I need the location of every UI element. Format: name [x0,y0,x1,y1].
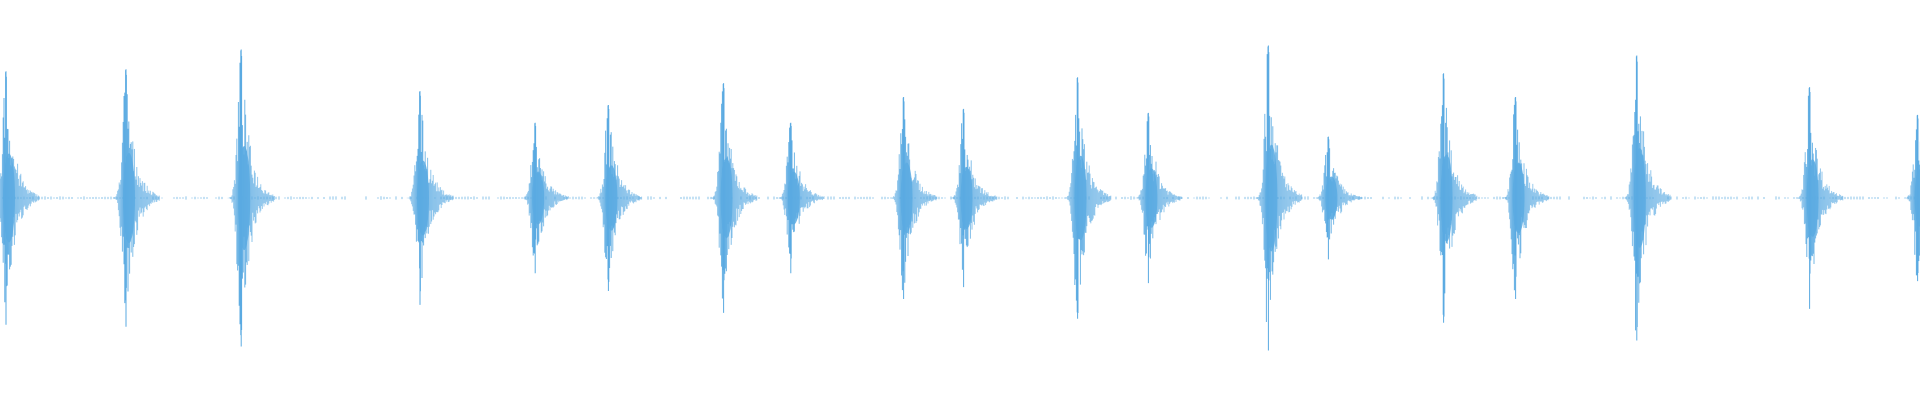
burst-core [123,152,135,244]
burst-core [1074,155,1087,241]
burst [949,108,998,288]
burst-core [900,162,913,234]
burst [1903,114,1920,282]
burst [776,122,825,274]
burst-core [3,153,15,243]
burst-core [720,157,733,239]
burst [111,69,160,327]
burst [1429,73,1478,323]
burst-core [1265,144,1278,252]
burst [226,49,275,347]
burst [1622,55,1671,341]
burst [593,104,643,292]
burst [889,97,938,299]
burst-core [417,160,429,236]
burst-core [1325,176,1338,220]
burst [1253,45,1303,351]
burst-core [1806,159,1819,237]
burst-core [1145,168,1158,228]
burst [1133,112,1183,284]
burst-core [1914,169,1920,227]
burst-core [787,171,800,225]
burst-core [1512,162,1525,234]
burst [520,122,569,274]
burst [709,83,758,313]
burst-core [960,166,973,230]
burst-core [532,171,545,225]
burst [405,91,454,305]
burst [1501,97,1550,299]
burst [0,71,40,325]
burst-core [605,165,618,231]
burst [1313,136,1363,260]
burst [1063,77,1112,319]
burst-core [238,146,251,250]
burst-core [1633,148,1646,248]
burst [1795,87,1844,309]
burst-core [1440,154,1453,242]
